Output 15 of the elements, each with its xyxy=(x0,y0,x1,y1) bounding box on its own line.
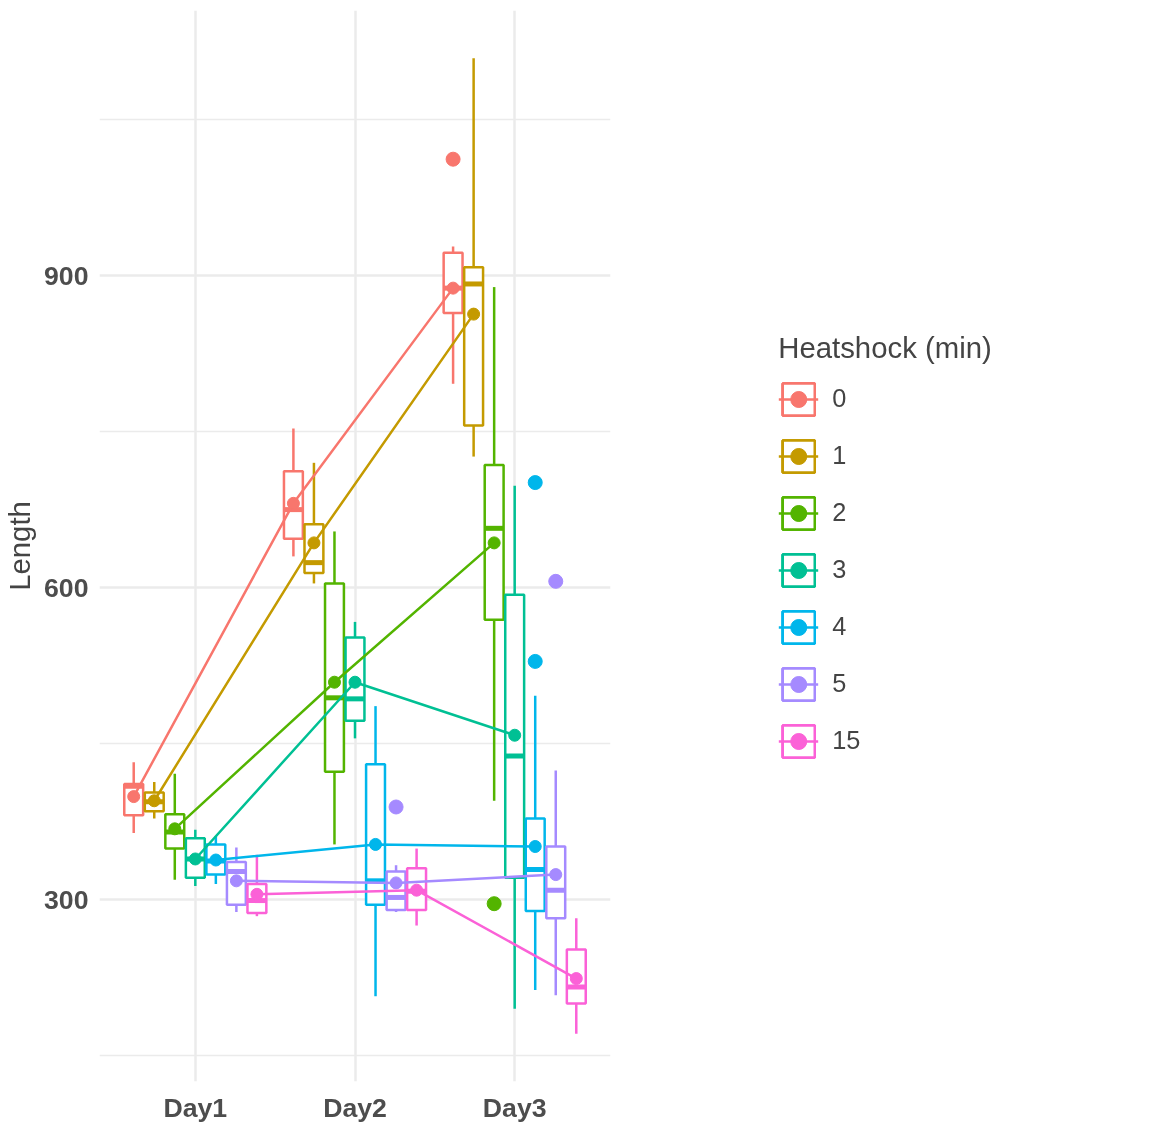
legend-label: 3 xyxy=(832,555,848,584)
legend-label: 1 xyxy=(832,441,848,470)
y-tick-label: 300 xyxy=(44,884,89,915)
y-tick-label: 600 xyxy=(44,572,89,603)
legend-label: 5 xyxy=(832,669,848,698)
legend-label: 2 xyxy=(832,498,848,527)
legend-label: 0 xyxy=(832,384,848,413)
legend-label: 4 xyxy=(832,612,848,641)
x-tick-label: Day1 xyxy=(163,1092,228,1123)
x-tick-label: Day3 xyxy=(482,1092,547,1123)
x-tick-label: Day2 xyxy=(323,1092,387,1123)
y-tick-label: 900 xyxy=(44,260,89,291)
y-axis-title: Length xyxy=(3,501,37,591)
legend-title: Heatshock (min) xyxy=(778,330,992,365)
legend-label: 15 xyxy=(832,726,861,755)
